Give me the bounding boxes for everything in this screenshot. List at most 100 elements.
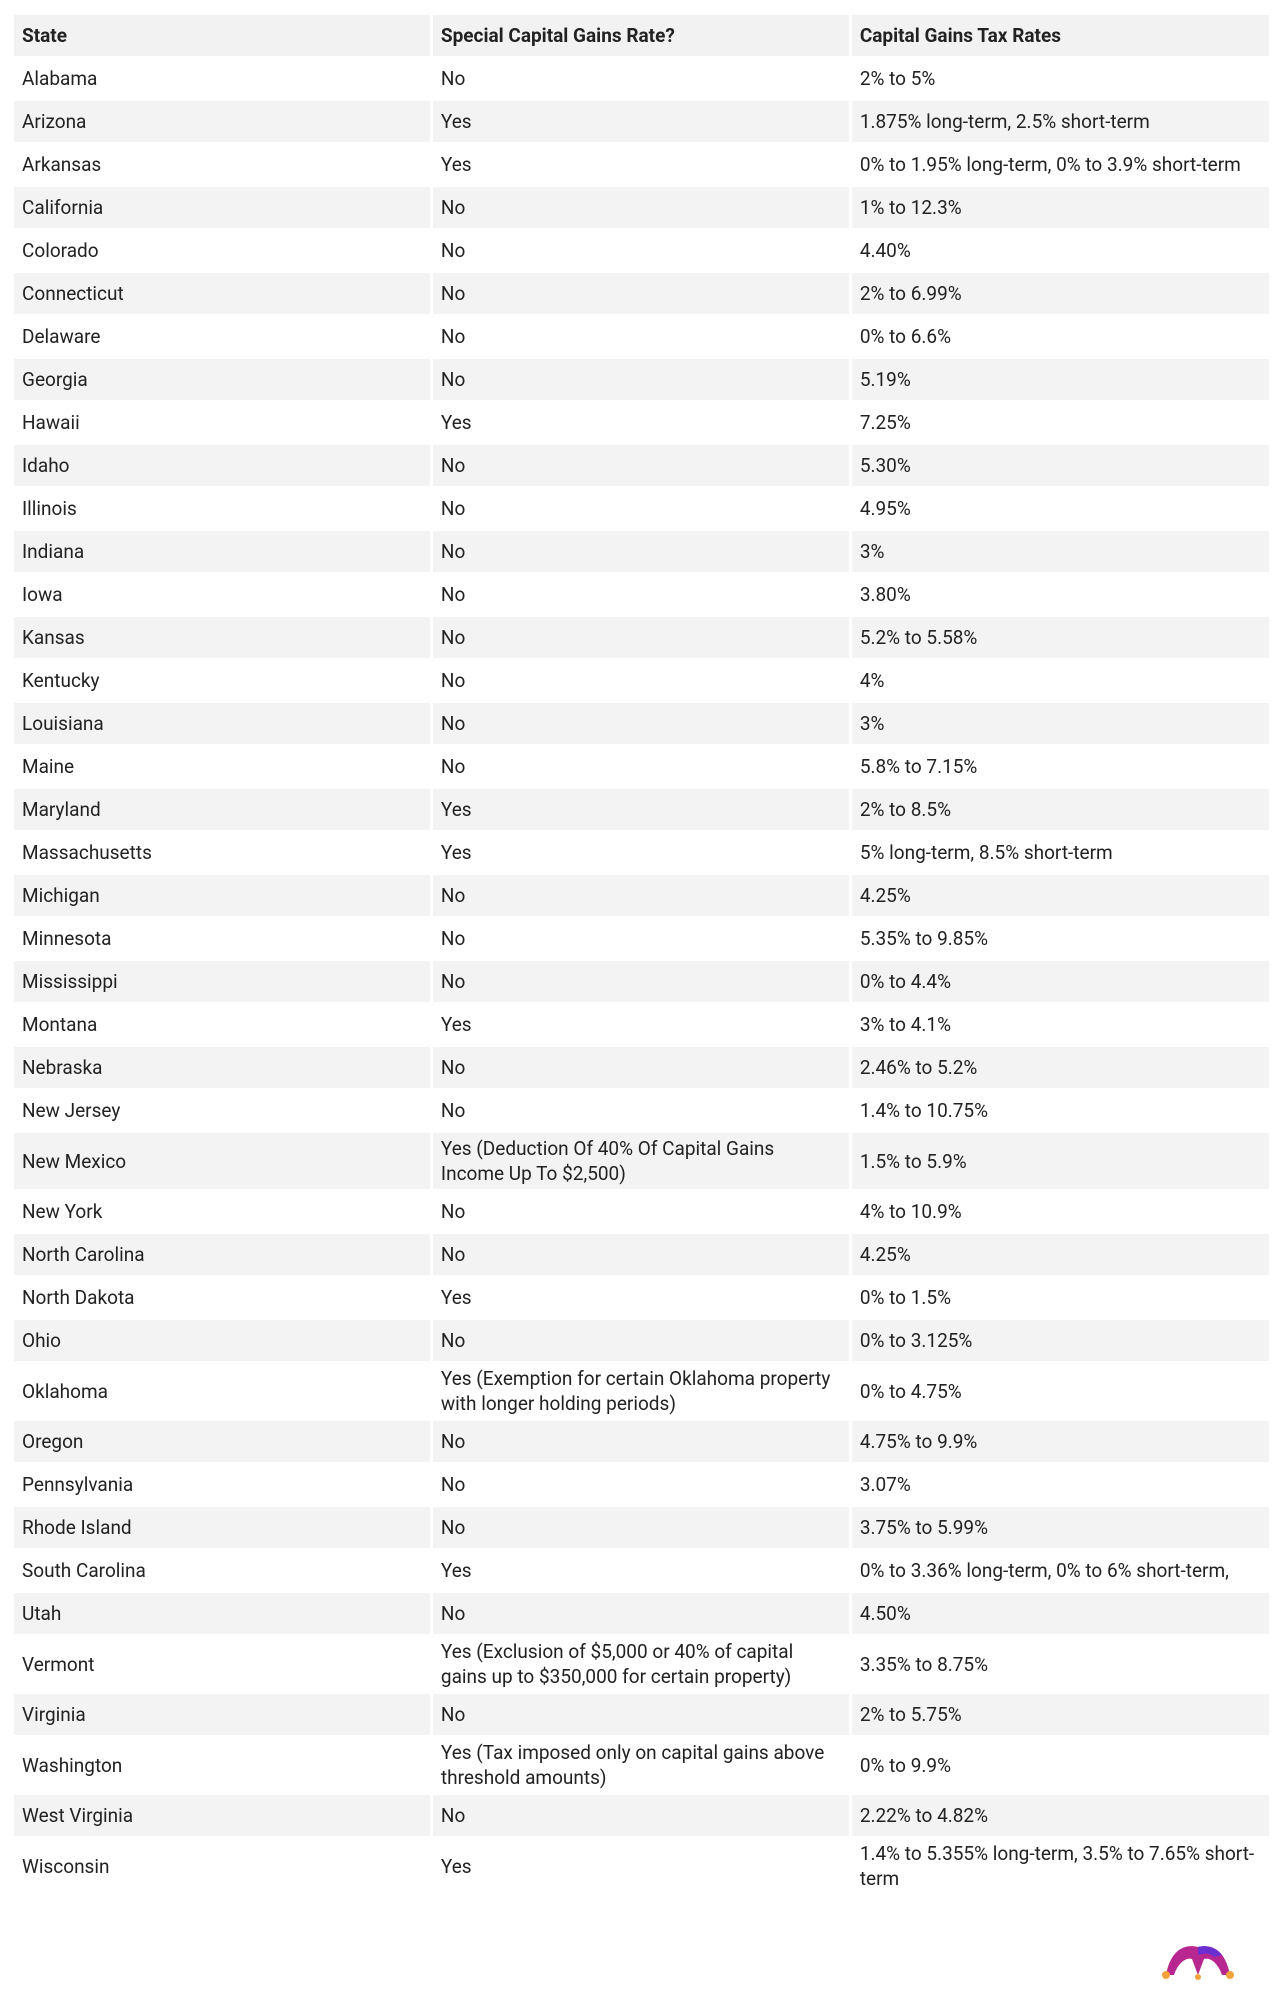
table-cell: Vermont [22,1652,95,1676]
table-cell: No [432,1507,849,1548]
table-cell: No [440,239,466,262]
table-row: Nebraska No 2.46% to 5.2% [14,1047,1269,1088]
table-row: New Jersey No 1.4% to 10.75% [14,1090,1269,1131]
table-cell: 2.46% to 5.2% [851,1047,1269,1088]
table-row: Kentucky No 4% [14,660,1269,701]
header-cell: Capital Gains Tax Rates [851,15,1269,56]
table-cell: 5.30% [851,445,1269,486]
logo [1162,1946,1234,1980]
table-cell: Idaho [14,445,430,486]
table-row: Michigan No 4.25% [14,875,1269,916]
table-row: Iowa No 3.80% [14,574,1269,615]
table-cell: 5.19% [851,359,1269,400]
table-cell: Arkansas [22,153,102,176]
table-cell: Oregon [14,1421,430,1462]
table-cell: 4.25% [851,875,1269,916]
table-row: California No 1% to 12.3% [14,187,1269,228]
table-cell: 3.75% to 5.99% [851,1507,1269,1548]
table-cell: No [440,67,466,90]
header-cell: State [14,15,430,56]
table-cell: 5.8% to 7.15% [859,755,978,778]
table-cell: 1.875% long-term, 2.5% short-term [851,101,1269,142]
table-row: Illinois No 4.95% [14,488,1269,529]
table-row: New Mexico Yes (Deduction Of 40% Of Capit… [14,1133,1269,1189]
table-cell: No [440,1473,466,1496]
table-cell: New York [22,1200,103,1223]
table-cell: Iowa [22,583,63,606]
table-cell: 5.35% to 9.85% [859,927,989,950]
table-cell: Yes [440,153,472,176]
table-row: Maryland Yes 2% to 8.5% [14,789,1269,830]
table-cell: Indiana [14,531,430,572]
table-cell: Montana [22,1013,98,1036]
table-cell: 0% to 3.36% long-term, 0% to 6% short-te… [859,1559,1229,1582]
table-cell: Yes (Exclusion of $5,000 or 40% of capit… [440,1640,794,1688]
table-cell: 2.22% to 4.82% [851,1795,1269,1836]
table-row: Massachusetts Yes 5% long-term, 8.5% short… [14,832,1269,873]
table-row: Indiana No 3% [14,531,1269,572]
table-cell: 3.80% [859,583,911,606]
table-cell: No [432,1593,849,1634]
table-row: Maine No 5.8% to 7.15% [14,746,1269,787]
table-row: Minnesota No 5.35% to 9.85% [14,918,1269,959]
table-row: North Carolina No 4.25% [14,1234,1269,1275]
table-cell: Pennsylvania [22,1473,134,1496]
table-body: Alabama No 2% to 5% Arizona Yes 1.875% long-t… [14,58,1269,1894]
table-cell: South Carolina [22,1559,146,1582]
table-row: Louisiana No 3% [14,703,1269,744]
table-cell: No [440,927,466,950]
table-row: Alabama No 2% to 5% [14,58,1269,99]
table-row: Colorado No 4.40% [14,230,1269,271]
table-cell: 5% long-term, 8.5% short-term [859,841,1113,864]
table-cell: 0% to 4.75% [859,1379,962,1403]
table-cell: 1.4% to 10.75% [859,1099,989,1122]
table-cell: 1.4% to 5.355% long-term, 3.5% to 7.65% … [859,1842,1255,1890]
table-cell: Louisiana [14,703,430,744]
table-cell: 1% to 12.3% [851,187,1269,228]
table-row: Montana Yes 3% to 4.1% [14,1004,1269,1045]
table-cell: Maryland [14,789,430,830]
table-cell: Yes [440,1559,472,1582]
table-cell: No [432,1320,849,1361]
table-cell: 3.35% to 8.75% [859,1652,989,1676]
table-cell: No [432,703,849,744]
table-row: West Virginia No 2.22% to 4.82% [14,1795,1269,1836]
table-row: Virginia No 2% to 5.75% [14,1694,1269,1735]
table-cell: 4.75% to 9.9% [851,1421,1269,1462]
table-cell: California [14,187,430,228]
table-cell: No [432,961,849,1002]
table-cell: Delaware [22,325,101,348]
table-cell: 2% to 5.75% [851,1694,1269,1735]
table-cell: 1.5% to 5.9% [851,1133,1269,1189]
table-row: Ohio No 0% to 3.125% [14,1320,1269,1361]
table-row: Rhode Island No 3.75% to 5.99% [14,1507,1269,1548]
table-cell: No [432,617,849,658]
table-cell: Hawaii [22,411,80,434]
table-cell: Yes [440,1013,472,1036]
table-cell: 4% to 10.9% [859,1200,962,1223]
table-cell: Yes (Deduction Of 40% Of Capital Gains I… [432,1133,849,1189]
table-cell: Yes [440,411,472,434]
table-cell: Yes (Exemption for certain Oklahoma prop… [440,1367,831,1415]
table-row: Hawaii Yes 7.25% [14,402,1269,443]
table-cell: 3% to 4.1% [859,1013,951,1036]
table-cell: Minnesota [22,927,112,950]
table-cell: 3% [851,531,1269,572]
table-cell: No [440,669,466,692]
table-cell: 0% to 1.95% long-term, 0% to 3.9% short-… [859,153,1241,176]
table-cell: Massachusetts [22,841,152,864]
table-cell: 4.50% [851,1593,1269,1634]
table-cell: 2% to 8.5% [851,789,1269,830]
table-cell: No [440,325,466,348]
table-cell: Yes [440,1854,472,1878]
table-row: Mississippi No 0% to 4.4% [14,961,1269,1002]
table-cell: New Mexico [14,1133,430,1189]
table-cell: Oklahoma [22,1379,108,1403]
table-row: Oklahoma Yes (Exemption for certain Oklah… [14,1363,1269,1419]
table-cell: Maine [22,755,75,778]
table-cell: Yes [440,1286,472,1309]
table-cell: No [432,531,849,572]
table-cell: 0% to 9.9% [859,1753,951,1777]
table-cell: North Dakota [22,1286,135,1309]
table-cell: Arizona [14,101,430,142]
